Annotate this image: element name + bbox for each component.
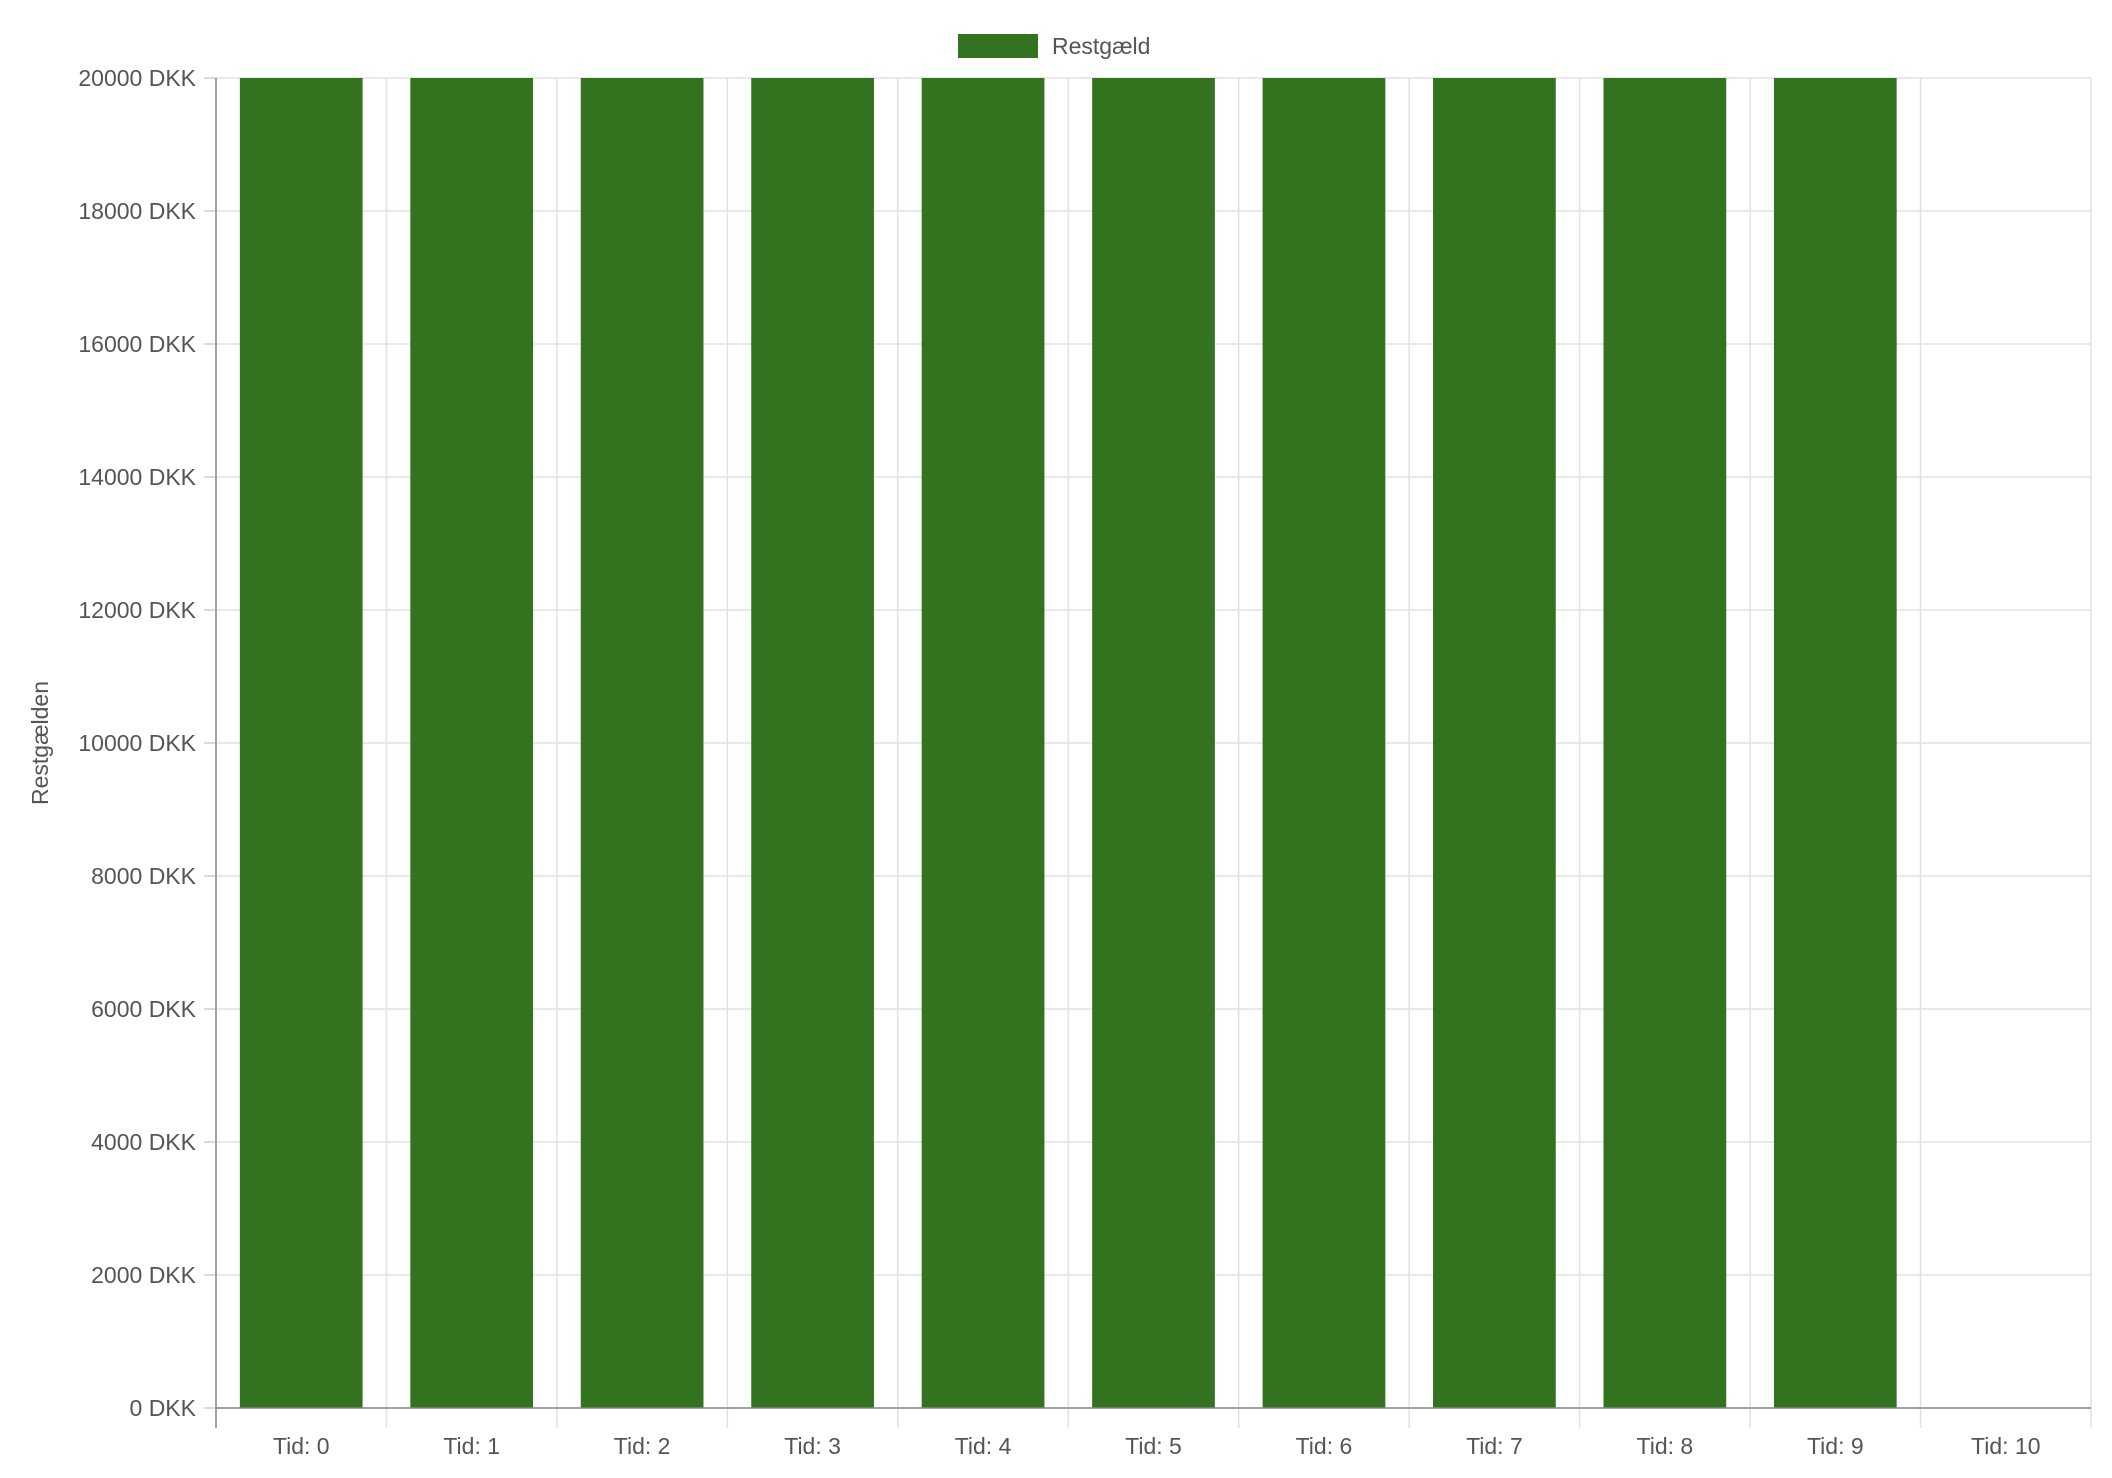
x-tick-label: Tid: 5 [1125,1433,1182,1459]
x-tick-label: Tid: 7 [1466,1433,1523,1459]
y-tick-label: 14000 DKK [78,464,196,490]
y-tick-label: 6000 DKK [91,996,197,1022]
y-tick-label: 12000 DKK [78,597,196,623]
y-tick-label: 8000 DKK [91,863,197,889]
bar[interactable] [1433,78,1556,1408]
y-tick-label: 18000 DKK [78,198,196,224]
x-tick-label: Tid: 6 [1296,1433,1353,1459]
bars [239,78,1897,1408]
bar[interactable] [751,78,874,1408]
y-tick-label: 4000 DKK [91,1129,197,1155]
axes [215,78,2091,1428]
x-tick-label: Tid: 2 [614,1433,671,1459]
bar[interactable] [410,78,534,1408]
y-tick-label: 10000 DKK [78,730,196,756]
y-tick-label: 16000 DKK [78,331,196,357]
x-tick-label: Tid: 0 [273,1433,330,1459]
bar[interactable] [1603,78,1727,1408]
y-tick-label: 2000 DKK [91,1262,197,1288]
x-tick-label: Tid: 8 [1637,1433,1694,1459]
bar[interactable] [580,78,704,1408]
x-tick-label: Tid: 10 [1971,1433,2040,1459]
x-axis-tick-labels: Tid: 0 Tid: 1 Tid: 2 Tid: 3 Tid: 4 Tid: 5 Tid:… [273,1433,2041,1459]
legend[interactable]: Restgæld [958,33,1150,59]
y-axis-title: Restgælden [27,681,53,805]
bar[interactable] [1773,78,1897,1408]
legend-label: Restgæld [1052,33,1150,59]
x-tick-label: Tid: 3 [784,1433,841,1459]
y-axis-tick-labels: 0 DKK 2000 DKK 4000 DKK 6000 DKK 8000 DKK 100… [78,65,196,1421]
x-tick-label: Tid: 4 [955,1433,1012,1459]
y-tick-label: 0 DKK [130,1395,197,1421]
x-tick-label: Tid: 9 [1807,1433,1864,1459]
bar[interactable] [1092,78,1215,1408]
bar[interactable] [1262,78,1386,1408]
legend-swatch [958,34,1038,58]
bar[interactable] [921,78,1045,1408]
y-tick-label: 20000 DKK [78,65,196,91]
bar[interactable] [239,78,363,1408]
x-tick-label: Tid: 1 [443,1433,500,1459]
